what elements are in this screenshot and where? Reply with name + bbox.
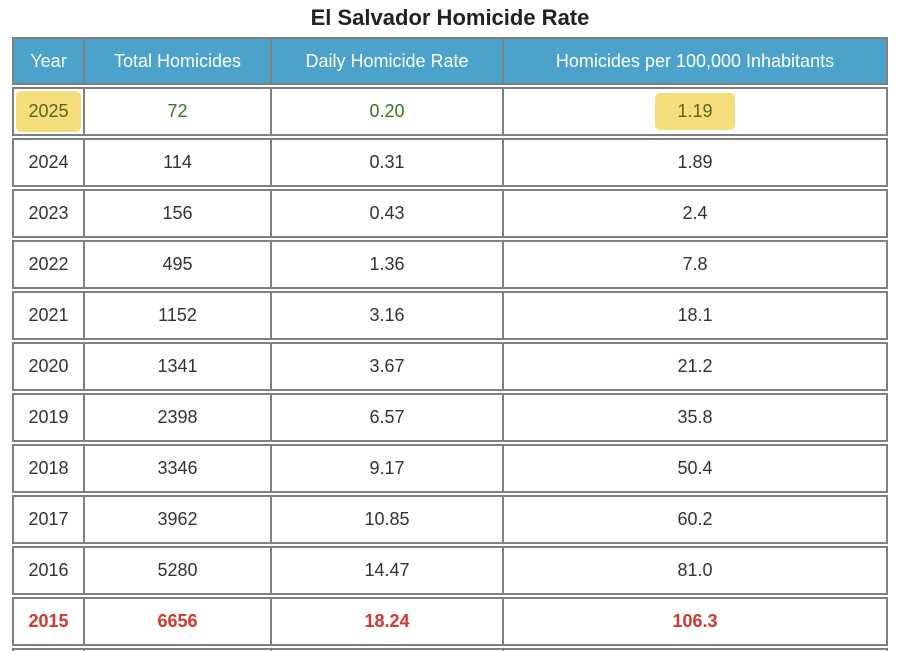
cell-daily: 9.17 — [272, 444, 504, 493]
cell-total: 495 — [85, 240, 272, 289]
table-row: 2022 495 1.36 7.8 — [12, 240, 888, 289]
table-row: 2023 156 0.43 2.4 — [12, 189, 888, 238]
cell-per100k: 18.1 — [504, 291, 888, 340]
cell-daily: 3.67 — [272, 342, 504, 391]
cell-per100k: 2.4 — [504, 189, 888, 238]
cell-total: 1341 — [85, 342, 272, 391]
cell-per100k: 35.8 — [504, 393, 888, 442]
table-body: 2025 72 0.20 1.19 2024 114 0.31 1.89 2023 156 0.43… — [12, 87, 888, 651]
table-row: 2016 5280 14.47 81.0 — [12, 546, 888, 595]
page-title: El Salvador Homicide Rate — [310, 5, 590, 30]
cell-year: 2016 — [12, 546, 85, 595]
table-row: 2017 3962 10.85 60.2 — [12, 495, 888, 544]
cell-year: 2018 — [12, 444, 85, 493]
highlight-year: 2025 — [16, 91, 81, 132]
highlight-per100k: 1.19 — [655, 93, 735, 130]
cell-total: 3962 — [85, 495, 272, 544]
cell-total: 114 — [85, 138, 272, 187]
cell-per100k: 1.19 — [504, 87, 888, 136]
cell-year: 2017 — [12, 495, 85, 544]
cell-empty — [85, 648, 272, 651]
cell-year: 2024 — [12, 138, 85, 187]
cell-total: 156 — [85, 189, 272, 238]
table-row-partial — [12, 648, 888, 651]
cell-year: 2022 — [12, 240, 85, 289]
cell-daily: 0.43 — [272, 189, 504, 238]
cell-per100k: 106.3 — [504, 597, 888, 646]
cell-year: 2015 — [12, 597, 85, 646]
header-row: Year Total Homicides Daily Homicide Rate… — [12, 37, 888, 85]
cell-empty — [272, 648, 504, 651]
column-header-total-homicides: Total Homicides — [85, 37, 272, 85]
cell-daily: 0.31 — [272, 138, 504, 187]
cell-per100k: 1.89 — [504, 138, 888, 187]
cell-daily: 18.24 — [272, 597, 504, 646]
cell-total: 3346 — [85, 444, 272, 493]
cell-daily: 14.47 — [272, 546, 504, 595]
table-row: 2021 1152 3.16 18.1 — [12, 291, 888, 340]
table-header: Year Total Homicides Daily Homicide Rate… — [12, 37, 888, 85]
cell-daily: 6.57 — [272, 393, 504, 442]
cell-total: 72 — [85, 87, 272, 136]
column-header-per-100k: Homicides per 100,000 Inhabitants — [504, 37, 888, 85]
table-row: 2018 3346 9.17 50.4 — [12, 444, 888, 493]
cell-daily: 3.16 — [272, 291, 504, 340]
table-row: 2019 2398 6.57 35.8 — [12, 393, 888, 442]
column-header-year: Year — [12, 37, 85, 85]
cell-year: 2019 — [12, 393, 85, 442]
cell-year: 2021 — [12, 291, 85, 340]
cell-daily: 1.36 — [272, 240, 504, 289]
cell-total: 5280 — [85, 546, 272, 595]
cell-total: 2398 — [85, 393, 272, 442]
cell-empty — [504, 648, 888, 651]
column-header-daily-homicide-rate: Daily Homicide Rate — [272, 37, 504, 85]
cell-total: 6656 — [85, 597, 272, 646]
cell-year: 2025 — [12, 87, 85, 136]
homicide-rate-table: Year Total Homicides Daily Homicide Rate… — [12, 35, 888, 651]
cell-per100k: 50.4 — [504, 444, 888, 493]
cell-per100k: 7.8 — [504, 240, 888, 289]
table-row: 2024 114 0.31 1.89 — [12, 138, 888, 187]
cell-daily: 0.20 — [272, 87, 504, 136]
cell-per100k: 60.2 — [504, 495, 888, 544]
table-row: 2025 72 0.20 1.19 — [12, 87, 888, 136]
cell-year: 2020 — [12, 342, 85, 391]
cell-year: 2023 — [12, 189, 85, 238]
cell-per100k: 21.2 — [504, 342, 888, 391]
cell-per100k: 81.0 — [504, 546, 888, 595]
table-row: 2020 1341 3.67 21.2 — [12, 342, 888, 391]
table-row: 2015 6656 18.24 106.3 — [12, 597, 888, 646]
cell-empty — [12, 648, 85, 651]
cell-total: 1152 — [85, 291, 272, 340]
cell-daily: 10.85 — [272, 495, 504, 544]
